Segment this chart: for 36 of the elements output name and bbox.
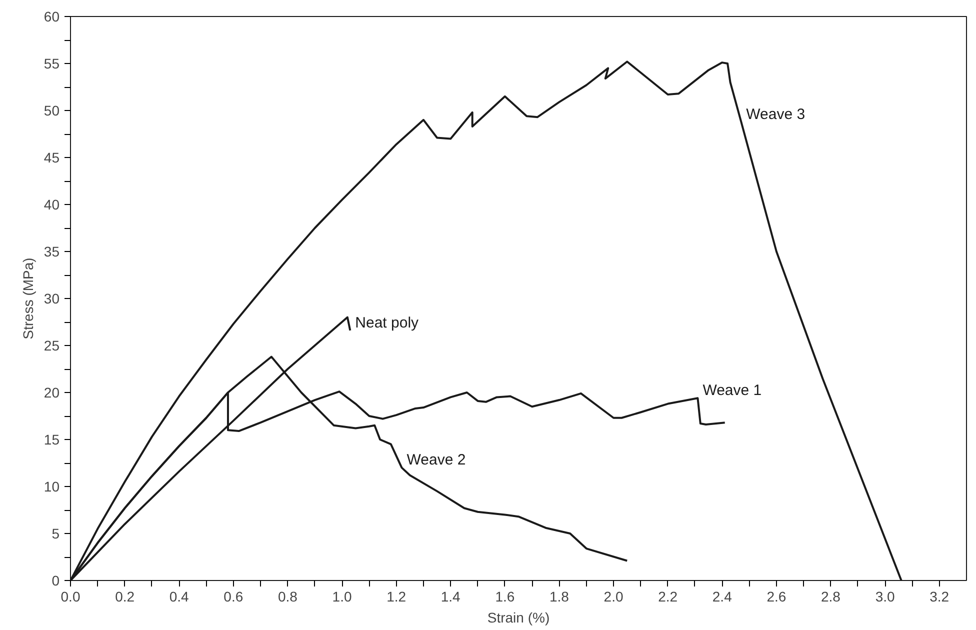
y-tick-label: 60 xyxy=(44,8,60,24)
y-tick-label: 45 xyxy=(44,150,60,166)
x-tick-label: 2.0 xyxy=(604,588,624,604)
y-tick-label: 25 xyxy=(44,338,60,354)
x-tick-label: 0.2 xyxy=(115,588,135,604)
annotation: Neat poly xyxy=(355,314,420,332)
y-tick-label: 15 xyxy=(44,432,60,448)
y-tick-label: 10 xyxy=(44,478,60,494)
annotation: Weave 3 xyxy=(746,106,806,123)
annotation: Weave 1 xyxy=(702,382,762,400)
x-tick-label: 1.8 xyxy=(549,588,570,604)
x-tick-label: 1.4 xyxy=(440,588,461,604)
x-tick-label: 0.4 xyxy=(169,588,190,604)
x-tick-label: 0.6 xyxy=(224,588,244,604)
x-tick-label: 0.8 xyxy=(278,588,298,604)
x-tick-label: 0.0 xyxy=(60,588,80,604)
annotation: Weave 2 xyxy=(406,452,466,469)
x-tick-label: 2.2 xyxy=(658,588,678,604)
x-tick-label: 1.6 xyxy=(495,588,515,604)
x-tick-label: 1.2 xyxy=(386,588,406,604)
y-tick-label: 40 xyxy=(44,196,60,212)
x-tick-label: 3.2 xyxy=(930,588,950,604)
y-axis-title: Stress (MPa) xyxy=(20,258,36,340)
x-tick-label: 1.0 xyxy=(332,588,352,604)
x-tick-label: 2.6 xyxy=(766,588,786,604)
y-tick-label: 20 xyxy=(44,384,60,400)
y-tick-label: 50 xyxy=(44,102,60,118)
y-tick-label: 35 xyxy=(44,244,60,260)
y-tick-label: 55 xyxy=(44,56,60,72)
x-tick-label: 3.0 xyxy=(875,588,895,604)
y-tick-label: 5 xyxy=(52,526,60,542)
y-tick-label: 0 xyxy=(52,572,60,588)
x-axis-title: Strain (%) xyxy=(487,610,550,626)
x-tick-label: 2.4 xyxy=(712,588,732,604)
y-tick-label: 30 xyxy=(44,290,60,306)
x-tick-label: 2.8 xyxy=(821,588,841,604)
